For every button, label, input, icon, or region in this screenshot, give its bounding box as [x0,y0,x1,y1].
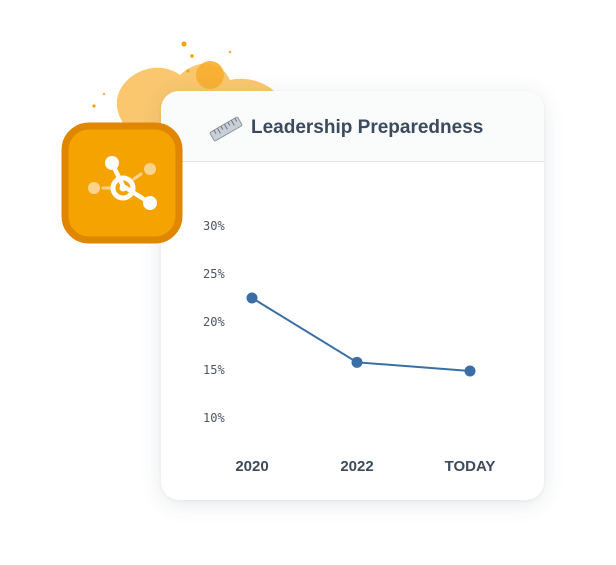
y-tick-label: 30% [203,219,225,233]
data-point [351,356,363,368]
line-chart: 30% 25% 20% 15% 10% 2020 2022 TODAY [203,219,496,475]
y-tick-label: 25% [203,267,225,281]
data-point [246,292,258,304]
x-tick-label: 2022 [340,458,373,475]
ruler-icon [209,116,243,142]
y-tick-label: 10% [203,411,225,425]
y-tick-label: 15% [203,363,225,377]
data-point [464,365,476,377]
network-hub-icon [61,122,183,244]
card-header: Leadership Preparedness [161,91,544,162]
x-tick-label: 2020 [235,458,268,475]
chart-card: Leadership Preparedness 30% 25% 20% 15% 10% 2… [161,91,544,500]
x-tick-label: TODAY [445,458,496,475]
chart-title: Leadership Preparedness [251,117,484,138]
y-tick-label: 20% [203,315,225,329]
